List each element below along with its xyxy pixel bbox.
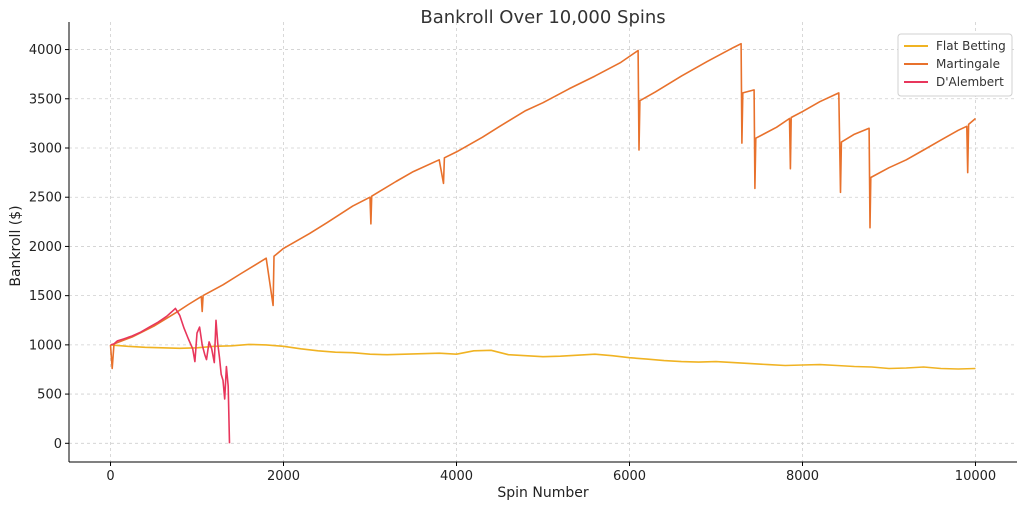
x-tick-label: 0 <box>106 469 114 484</box>
x-tick-label: 10000 <box>955 469 996 484</box>
x-tick-label: 4000 <box>440 469 473 484</box>
y-tick-label: 1000 <box>29 338 62 353</box>
y-ticks: 0 500 1000 1500 2000 2500 3000 3500 4000 <box>29 43 69 452</box>
x-ticks: 0 2000 4000 6000 8000 10000 <box>106 462 996 484</box>
chart-title: Bankroll Over 10,000 Spins <box>420 7 665 28</box>
y-tick-label: 3500 <box>29 92 62 107</box>
series-line-d-alembert <box>110 307 231 444</box>
y-tick-label: 2500 <box>29 191 62 206</box>
x-axis-title: Spin Number <box>497 485 588 501</box>
legend-label-flat-betting: Flat Betting <box>936 39 1006 53</box>
y-tick-label: 4000 <box>29 43 62 58</box>
y-tick-label: 2000 <box>29 240 62 255</box>
y-tick-label: 1500 <box>29 289 62 304</box>
legend-box <box>897 33 1013 97</box>
x-tick-label: 2000 <box>267 469 300 484</box>
x-tick-label: 8000 <box>786 469 819 484</box>
legend: Flat Betting Martingale D'Alembert <box>897 33 1013 97</box>
grid-lines <box>69 22 1017 462</box>
y-tick-label: 3000 <box>29 141 62 156</box>
x-tick-label: 6000 <box>613 469 646 484</box>
series-line-martingale <box>109 42 977 370</box>
y-tick-label: 500 <box>37 388 62 403</box>
series-layer <box>109 42 977 444</box>
legend-label-d-alembert: D'Alembert <box>936 75 1004 89</box>
y-axis-title: Bankroll ($) <box>8 205 24 286</box>
legend-label-martingale: Martingale <box>936 57 1000 71</box>
y-tick-label: 0 <box>54 437 62 452</box>
series-line-flat-betting <box>110 343 976 370</box>
axes <box>68 22 1017 463</box>
